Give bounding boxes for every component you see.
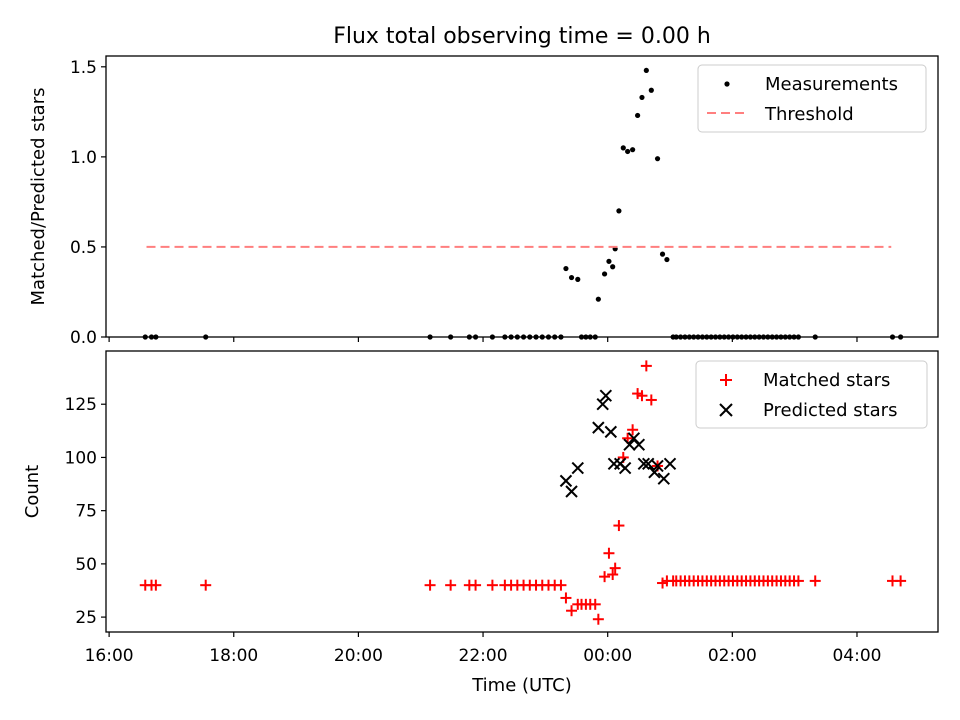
predicted-star-point bbox=[637, 457, 651, 471]
measurement-point bbox=[635, 112, 641, 119]
y-tick-label: 0.0 bbox=[70, 328, 97, 348]
y-tick-label: 0.5 bbox=[70, 238, 97, 258]
top-legend: Measurements Threshold bbox=[697, 64, 927, 133]
matched-star-point bbox=[792, 575, 804, 587]
predicted-star-point bbox=[592, 421, 605, 434]
matched-star-point bbox=[895, 575, 907, 587]
matched-star-point bbox=[424, 579, 436, 591]
y-tick-label: 100 bbox=[65, 448, 97, 468]
measurement-point bbox=[648, 87, 654, 93]
bottom-panel: 25 50 75 100 125 16:00 18:00 20:00 22:00 00:00 02:… bbox=[22, 350, 939, 696]
y-tick-label: 1.5 bbox=[70, 58, 97, 78]
y-tick-label: 75 bbox=[75, 502, 97, 522]
measurement-point bbox=[601, 271, 608, 277]
x-tick-label: 22:00 bbox=[459, 646, 508, 666]
measurement-point bbox=[620, 145, 626, 151]
measurement-point bbox=[630, 147, 636, 153]
matched-star-point bbox=[809, 575, 821, 587]
y-tick-label: 25 bbox=[75, 608, 97, 628]
matched-star-point bbox=[589, 598, 601, 610]
bottom-legend: Matched stars Predicted stars bbox=[695, 360, 928, 429]
x-tick-label: 18:00 bbox=[209, 646, 258, 666]
matched-star-point bbox=[640, 360, 652, 372]
matched-star-point bbox=[555, 579, 567, 591]
top-ylabel: Matched/Predicted stars bbox=[28, 88, 49, 306]
predicted-star-point bbox=[623, 438, 636, 451]
bottom-legend-box bbox=[695, 360, 928, 429]
legend-matched-label: Matched stars bbox=[763, 370, 890, 391]
matched-star-point bbox=[560, 592, 572, 604]
matched-star-point bbox=[645, 394, 657, 406]
y-tick-label: 1.0 bbox=[70, 148, 97, 168]
measurement-point bbox=[625, 148, 631, 155]
x-tick-label: 00:00 bbox=[583, 646, 632, 666]
predicted-star-point bbox=[618, 461, 632, 475]
measurement-point bbox=[606, 258, 612, 264]
matched-star-point bbox=[445, 579, 457, 591]
measurement-point bbox=[639, 94, 645, 101]
legend-predicted-label: Predicted stars bbox=[763, 400, 897, 421]
predicted-star-point bbox=[604, 425, 618, 439]
matched-star-point bbox=[150, 579, 162, 591]
predicted-star-point bbox=[596, 398, 609, 411]
matched-star-point bbox=[200, 579, 212, 591]
legend-threshold-label: Threshold bbox=[764, 104, 854, 125]
chart-title: Flux total observing time = 0.00 h bbox=[333, 24, 711, 49]
predicted-star-point bbox=[657, 472, 670, 485]
x-tick-label: 16:00 bbox=[85, 646, 134, 666]
matched-star-point bbox=[592, 613, 604, 625]
legend-measurements-label: Measurements bbox=[765, 74, 898, 95]
predicted-star-point bbox=[571, 461, 584, 475]
bottom-xlabel: Time (UTC) bbox=[471, 675, 572, 696]
top-axes-frame bbox=[105, 55, 939, 338]
predicted-star-point bbox=[559, 474, 573, 488]
top-ticks: 0.0 0.5 1.0 1.5 bbox=[70, 58, 858, 348]
measurement-point bbox=[610, 264, 616, 270]
measurement-point bbox=[616, 208, 622, 214]
legend-matched-marker bbox=[720, 374, 732, 386]
matched-star-point bbox=[486, 579, 498, 591]
legend-predicted-marker bbox=[719, 403, 733, 417]
legend-measurements-marker bbox=[724, 81, 730, 87]
matched-star-point bbox=[603, 547, 615, 559]
x-tick-label: 20:00 bbox=[334, 646, 383, 666]
measurement-point bbox=[568, 274, 575, 281]
predicted-star-point bbox=[632, 438, 646, 451]
bottom-data-layer bbox=[139, 360, 907, 625]
measurement-point bbox=[643, 67, 649, 74]
bottom-axes-frame bbox=[105, 350, 939, 633]
bottom-ticks: 25 50 75 100 125 16:00 18:00 20:00 22:00 00:00 02:… bbox=[65, 395, 882, 666]
predicted-star-point bbox=[663, 457, 677, 471]
y-tick-label: 50 bbox=[75, 555, 97, 575]
matched-star-point bbox=[607, 569, 619, 581]
matched-star-point bbox=[470, 579, 482, 591]
matched-star-point bbox=[636, 390, 648, 402]
x-tick-label: 04:00 bbox=[832, 646, 881, 666]
x-tick-label: 02:00 bbox=[708, 646, 757, 666]
matched-star-point bbox=[566, 605, 578, 617]
measurement-point bbox=[595, 296, 601, 302]
matched-star-point bbox=[627, 424, 639, 436]
measurement-point bbox=[563, 265, 569, 272]
matched-star-point bbox=[609, 562, 621, 574]
matched-star-point bbox=[599, 571, 611, 583]
measurement-point bbox=[659, 251, 666, 257]
predicted-star-point bbox=[599, 389, 613, 402]
top-panel: 0.0 0.5 1.0 1.5 Matched/Predicted stars Mea… bbox=[28, 55, 939, 348]
predicted-star-point bbox=[641, 457, 655, 471]
predicted-star-point bbox=[648, 466, 661, 479]
bottom-ylabel: Count bbox=[22, 465, 43, 518]
measurement-point bbox=[575, 276, 581, 282]
measurement-point bbox=[664, 256, 670, 263]
matched-star-point bbox=[613, 520, 625, 532]
y-tick-label: 125 bbox=[65, 395, 97, 415]
predicted-star-point bbox=[565, 485, 578, 498]
top-legend-box bbox=[697, 64, 927, 133]
measurement-point bbox=[654, 156, 661, 162]
predicted-star-point bbox=[651, 459, 664, 473]
